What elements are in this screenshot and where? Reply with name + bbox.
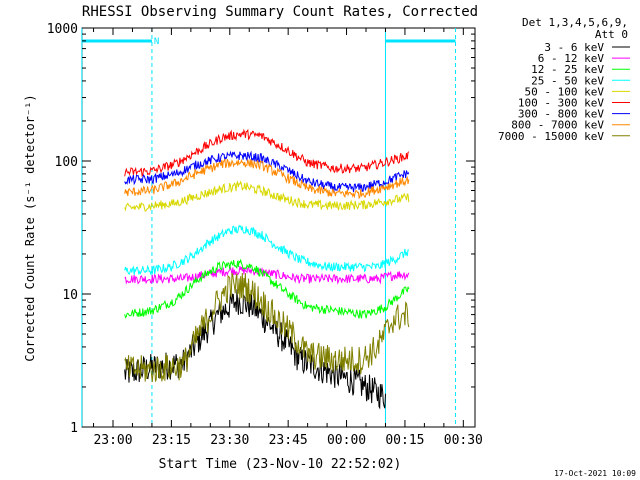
- x-axis-label: Start Time (23-Nov-10 22:52:02): [159, 457, 402, 472]
- series-line-3: [124, 258, 410, 319]
- legend-label: 12 - 25 keV: [531, 63, 604, 76]
- legend-label: 6 - 12 keV: [538, 52, 605, 65]
- night-label: N: [154, 37, 159, 47]
- series-line-9: [124, 272, 410, 383]
- legend-label: 25 - 50 keV: [531, 74, 604, 87]
- y-axis-label: Corrected Count Rate (s⁻¹ detector⁻¹): [23, 94, 37, 361]
- x-tick-label: 00:15: [385, 433, 424, 448]
- chart-title: RHESSI Observing Summary Count Rates, Co…: [82, 4, 478, 20]
- legend-label: 100 - 300 keV: [518, 97, 604, 110]
- legend-header-2: Att 0: [595, 28, 628, 41]
- legend-label: 7000 - 15000 keV: [498, 130, 604, 143]
- footer-date: 17-Oct-2021 10:09: [554, 469, 636, 478]
- legend-label: 3 - 6 keV: [544, 41, 604, 54]
- x-axis: 23:00 23:15 23:30 23:45 00:00 00:15 00:30: [93, 28, 483, 448]
- legend-label: 800 - 7000 keV: [511, 119, 604, 132]
- y-tick-label: 10: [62, 288, 78, 303]
- series-line-7: [124, 150, 410, 193]
- series-line-5: [124, 180, 410, 212]
- x-tick-label: 23:00: [93, 433, 132, 448]
- x-tick-label: 23:15: [152, 433, 191, 448]
- x-tick-label: 00:00: [327, 433, 366, 448]
- legend-label: 300 - 800 keV: [518, 108, 604, 121]
- series-group: [124, 128, 410, 410]
- x-tick-label: 00:30: [444, 433, 483, 448]
- y-tick-label: 100: [55, 155, 78, 170]
- y-axis: 1 10 100 1000: [47, 22, 475, 436]
- night-indicators: N: [81, 28, 457, 427]
- series-line-6: [124, 128, 410, 177]
- x-tick-label: 23:30: [210, 433, 249, 448]
- series-line-4: [124, 224, 409, 276]
- legend-label: 50 - 100 keV: [525, 85, 605, 98]
- y-tick-label: 1: [70, 421, 78, 436]
- y-tick-label: 1000: [47, 22, 78, 37]
- x-tick-label: 23:45: [269, 433, 308, 448]
- series-line-8: [124, 158, 410, 200]
- legend-header-1: Det 1,3,4,5,6,9,: [522, 16, 628, 29]
